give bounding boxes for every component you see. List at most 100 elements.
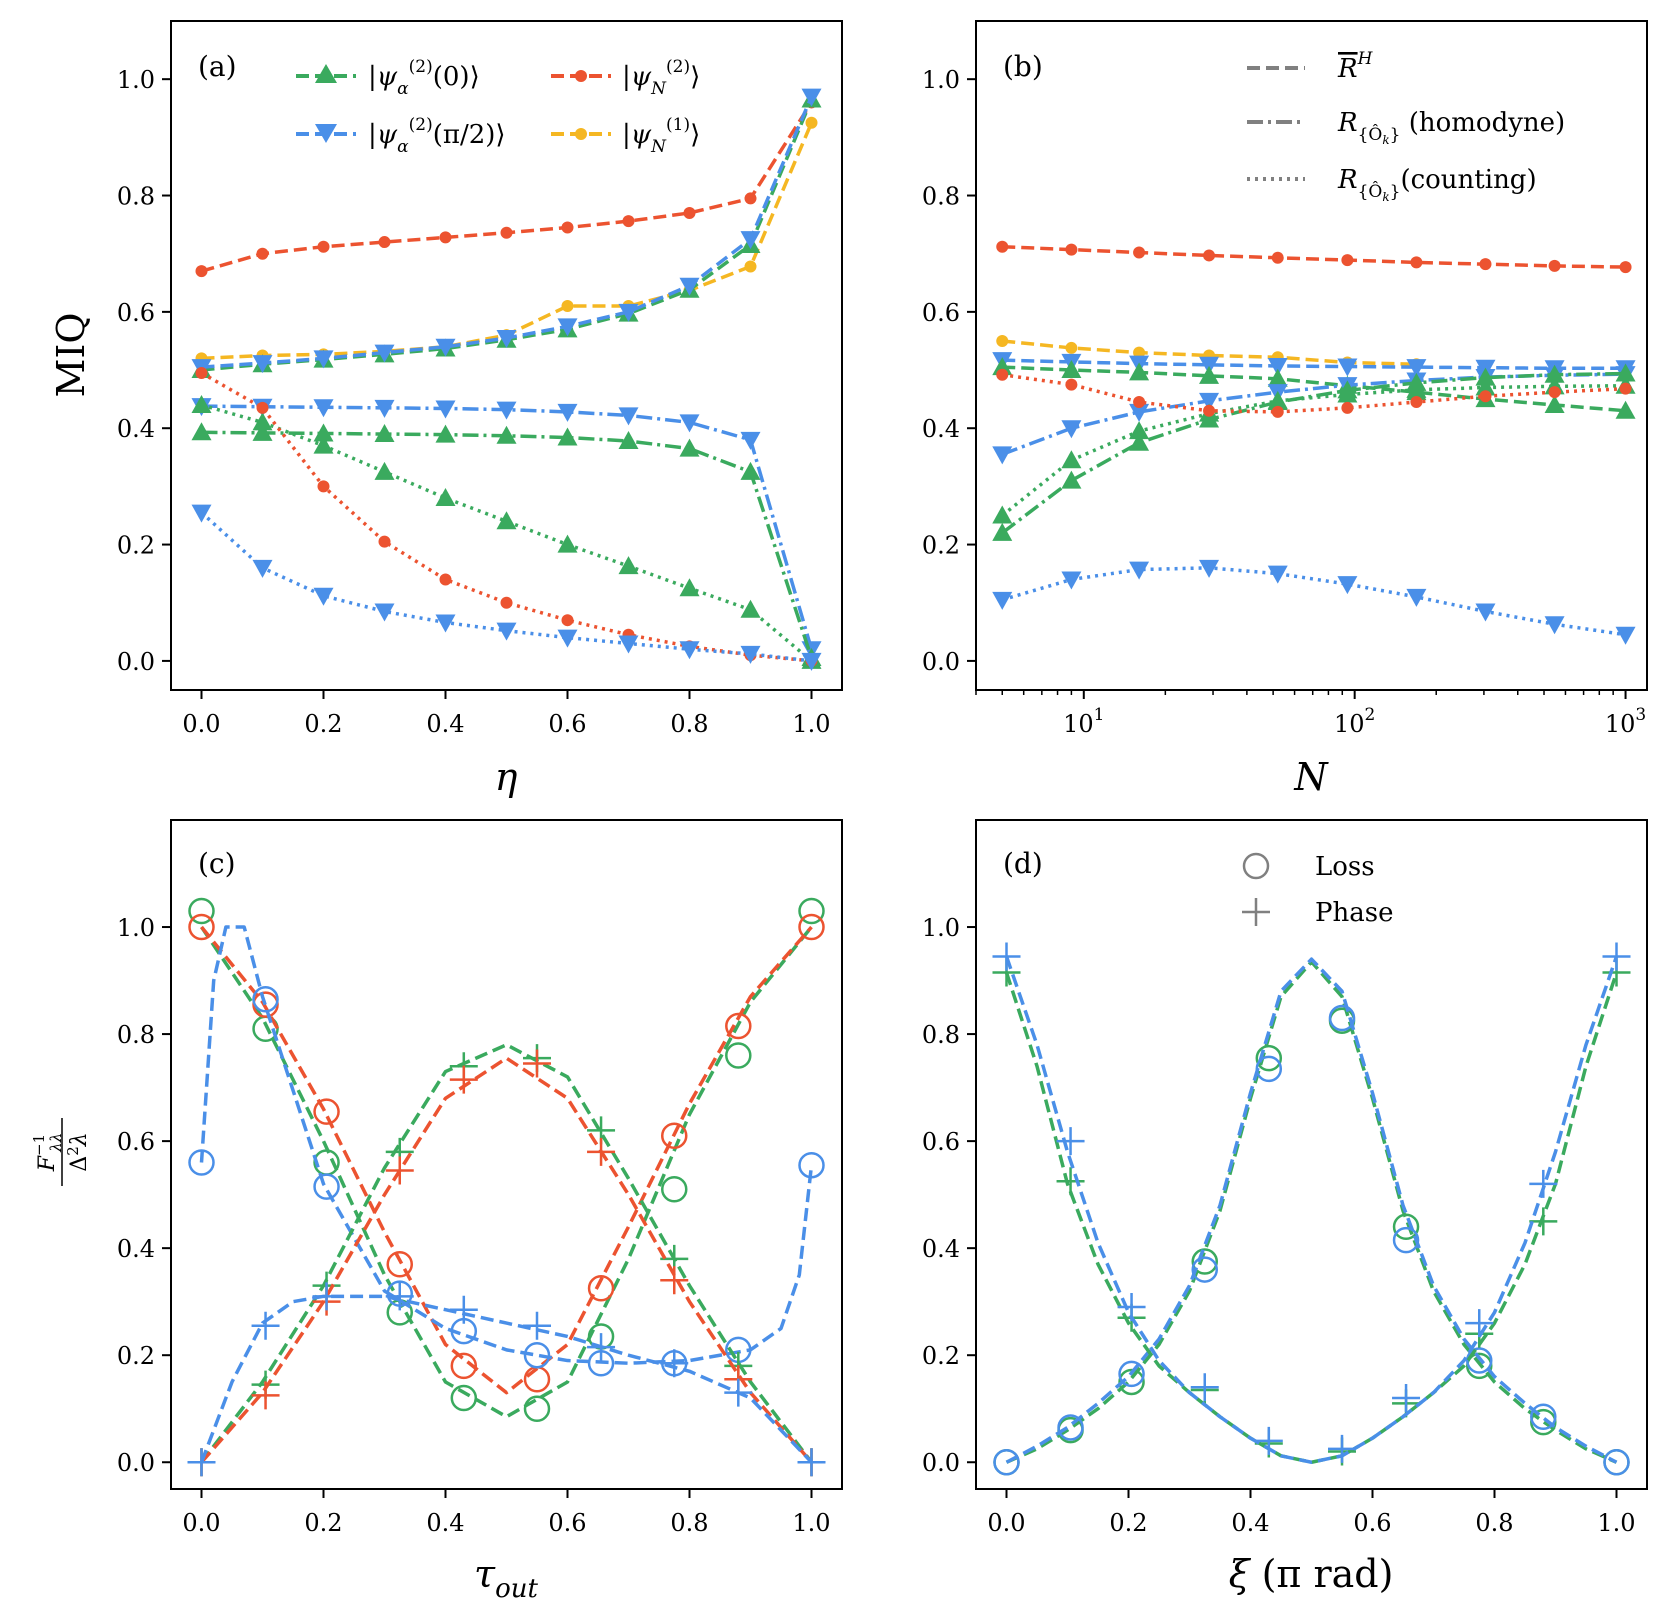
series-blue-phase-markers [992,942,1631,1463]
panel-d-legend: Loss Phase [1242,852,1393,928]
legend-triangle-up-marker [315,64,337,83]
panel-a-xlabel: η [495,755,518,799]
data-point-dot [195,265,208,278]
x-tick-label: 0.4 [1231,1509,1269,1537]
y-tick-label: 0.4 [117,1235,155,1263]
data-point-dot [1479,258,1492,271]
data-point-triangle-down [1129,403,1150,422]
data-point-plus [660,1349,689,1378]
data-point-triangle-down [557,318,578,337]
data-point-dot [1410,256,1423,269]
data-point-triangle-up [1061,450,1082,469]
series-blue-phase-curve [1004,955,1619,1464]
data-point-triangle-up [1475,367,1496,386]
data-point-triangle-down [496,401,517,420]
y-tick-label: 0.2 [117,1342,155,1370]
data-point-triangle-up [252,412,273,431]
data-point-plus [1117,1293,1146,1322]
data-point-circle [188,897,215,925]
panel-b-axes-frame [975,20,1648,691]
data-point-plus [587,1137,616,1166]
data-point-plus [587,1333,616,1362]
data-point-triangle-down [557,629,578,648]
x-tick-label: 0.2 [304,710,342,738]
series-blue-counting [191,504,822,671]
data-point-triangle-up [313,435,334,454]
legend-label: R{Ôk} (homodyne) [1337,108,1565,147]
series-line [1004,971,1619,1464]
data-point-triangle-down [1406,588,1427,607]
data-point-plus [1056,1127,1085,1156]
x-tick-label: 0.8 [670,1509,708,1537]
series-line [200,1056,813,1464]
data-point-dot [378,535,391,548]
x-tick-label: 0.0 [182,1509,220,1537]
series-line [200,1043,813,1464]
series-blue-r-h [191,88,822,378]
data-point-dot [744,192,757,205]
data-point-triangle-up [1615,363,1636,382]
data-point-triangle-up [1129,421,1150,440]
data-point-dot [1271,251,1284,264]
data-point-dot [1619,382,1632,395]
data-point-triangle-down [1199,356,1220,375]
data-point-dot [561,300,574,313]
series-blue-phase-markers [187,1282,826,1477]
series-blue-loss-markers [993,1004,1630,1476]
panel-d-ticks: 0.0 0.2 0.4 0.6 0.8 1.0 0.0 0.2 0.4 0.6 0.8 1.0 [922,914,1636,1537]
series-green-counting [992,375,1636,524]
legend-phase-marker [1242,898,1270,926]
data-point-plus [1392,1384,1421,1413]
y-tick-label: 0.6 [922,1128,960,1156]
data-point-dot [256,247,269,260]
data-point-circle [1118,1360,1145,1388]
data-point-triangle-up [557,534,578,553]
data-point-dot [1133,346,1146,359]
data-point-circle [1392,1226,1420,1254]
data-point-dot [996,368,1009,381]
panel-c-axes-frame [170,819,843,1490]
series-line [1002,365,1626,413]
series-red-phase-curve [200,1056,813,1464]
series-line [199,925,814,1365]
data-point-triangle-down [679,641,700,660]
x-tick-label: 0.2 [304,1509,342,1537]
data-point-circle [993,1448,1020,1476]
y-tick-label: 0.0 [117,648,155,676]
panel-b-legend: RH R{Ôk} (homodyne) R{Ôk}(counting) [1247,49,1565,204]
data-point-triangle-down [496,330,517,349]
data-point-plus [523,1311,551,1340]
panel-c-series [187,897,826,1477]
panel-c-ticks: 0.0 0.2 0.4 0.6 0.8 1.0 0.0 0.2 0.4 0.6 0.8 1.0 [117,914,831,1537]
series-blue-loss-curve [199,925,814,1365]
data-point-plus [251,1311,280,1340]
data-point-triangle-down [313,350,334,369]
x-tick-label: 0.6 [1353,1509,1391,1537]
data-point-triangle-up [435,424,456,443]
data-point-triangle-down [618,303,639,322]
data-point-triangle-down [1475,603,1496,622]
data-point-triangle-down [313,587,334,606]
data-point-triangle-up [1615,400,1636,419]
data-point-dot [378,236,391,249]
data-point-dot [1410,396,1423,409]
series-red-loss-curve [200,925,813,1395]
data-point-triangle-up [1061,470,1082,489]
data-point-dot [1548,259,1561,272]
panel-d-axes-frame [975,819,1648,1490]
legend-loss-marker [1242,852,1270,880]
data-point-plus [187,1448,216,1477]
data-point-plus [1056,1167,1085,1196]
panel-a-axes-frame [170,20,843,691]
data-point-triangle-down [435,400,456,419]
data-point-circle [1255,1044,1283,1072]
y-tick-label: 0.2 [922,532,960,560]
data-point-dot [561,614,574,627]
data-point-triangle-down [435,338,456,357]
y-tick-label: 0.6 [117,1128,155,1156]
series-line [1001,384,1626,517]
data-point-circle [661,1176,688,1203]
series-blue-loss-curve [1005,957,1618,1464]
data-point-dot [1065,378,1078,391]
